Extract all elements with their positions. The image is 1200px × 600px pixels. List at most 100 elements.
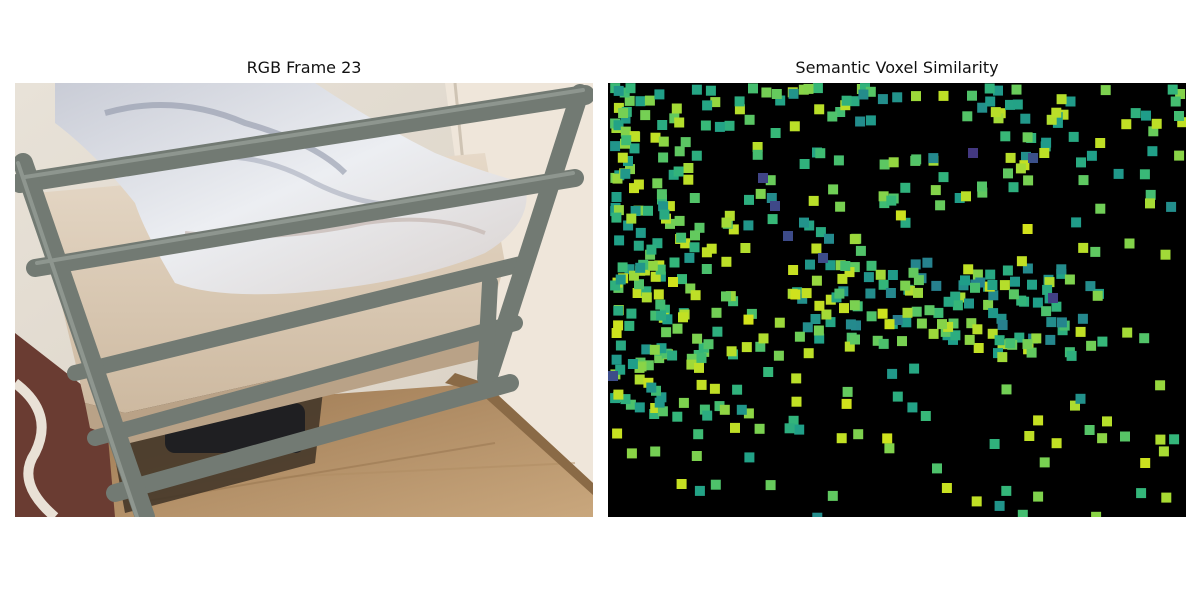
- voxel-point: [657, 120, 668, 130]
- voxel-point: [755, 188, 766, 199]
- voxel-point: [784, 423, 795, 434]
- voxel-point: [645, 249, 656, 260]
- voxel-point: [849, 300, 860, 311]
- voxel-point: [892, 92, 903, 103]
- voxel-point: [656, 392, 667, 403]
- voxel-point: [1155, 434, 1166, 445]
- voxel-point: [710, 97, 721, 108]
- voxel-point: [614, 235, 625, 246]
- voxel-point: [613, 85, 624, 96]
- voxel-point: [1086, 150, 1097, 161]
- voxel-point: [1160, 249, 1171, 260]
- voxel-point: [865, 115, 876, 126]
- voxel-point: [910, 259, 921, 270]
- voxel-point: [985, 269, 996, 280]
- voxel-point: [938, 172, 949, 183]
- voxel-point: [1023, 175, 1034, 186]
- voxel-point: [818, 253, 828, 263]
- voxel-point: [993, 113, 1004, 124]
- voxel-point: [661, 327, 672, 338]
- voxel-point: [1174, 111, 1184, 121]
- voxel-point: [620, 126, 631, 137]
- voxel-point: [1012, 99, 1023, 110]
- voxel-point: [814, 333, 825, 344]
- voxel-point: [1039, 148, 1050, 158]
- voxel-point: [887, 270, 898, 280]
- voxel-point: [1056, 94, 1067, 105]
- voxel-point: [1003, 168, 1013, 179]
- voxel-point: [613, 120, 624, 131]
- voxel-point: [691, 150, 702, 161]
- voxel-point: [672, 323, 683, 334]
- voxel-point: [841, 398, 852, 409]
- voxel-point: [770, 128, 781, 138]
- voxel-point: [694, 222, 705, 233]
- voxel-point: [1145, 198, 1155, 209]
- voxel-point: [721, 291, 731, 302]
- voxel-point: [752, 142, 763, 152]
- voxel-point: [799, 217, 809, 228]
- voxel-point: [665, 218, 675, 229]
- voxel-point: [1016, 295, 1027, 306]
- voxel-point: [941, 483, 952, 493]
- voxel-point: [680, 238, 691, 249]
- voxel-point: [626, 308, 637, 319]
- voxel-point: [714, 401, 725, 412]
- voxel-point: [683, 163, 694, 173]
- voxel-point: [714, 121, 725, 132]
- voxel-point: [839, 303, 849, 314]
- voxel-point: [703, 339, 714, 350]
- voxel-point: [1090, 246, 1101, 257]
- voxel-point: [1051, 301, 1062, 312]
- voxel-point: [650, 403, 661, 413]
- voxel-point: [895, 210, 906, 221]
- voxel-point: [813, 325, 824, 336]
- voxel-point: [626, 448, 637, 459]
- voxel-point: [866, 311, 877, 322]
- voxel-point: [1076, 157, 1086, 168]
- voxel-point: [913, 287, 923, 298]
- voxel-point: [1022, 132, 1033, 143]
- voxel-point: [1078, 242, 1089, 253]
- voxel-point: [1102, 416, 1112, 427]
- voxel-point: [1155, 380, 1166, 391]
- voxel-point: [709, 383, 720, 394]
- voxel-point: [615, 364, 626, 375]
- voxel-point: [902, 307, 913, 318]
- voxel-point: [1141, 110, 1151, 121]
- voxel-point: [696, 353, 707, 364]
- voxel-point: [1051, 438, 1062, 449]
- voxel-point: [657, 194, 667, 205]
- voxel-point: [611, 328, 622, 338]
- voxel-point: [866, 260, 877, 271]
- voxel-point: [634, 402, 645, 413]
- voxel-point: [620, 113, 631, 124]
- voxel-point: [1001, 384, 1012, 395]
- voxel-point: [775, 95, 786, 106]
- voxel-point: [702, 100, 713, 111]
- voxel-point: [620, 394, 631, 405]
- voxel-point: [825, 317, 836, 328]
- voxel-point: [677, 274, 687, 285]
- voxel-point: [943, 296, 954, 307]
- voxel-point: [696, 379, 707, 390]
- voxel-point: [629, 183, 639, 194]
- voxel-point: [617, 152, 628, 163]
- photo-bunk-bed-icon: [15, 83, 593, 517]
- voxel-point: [791, 373, 802, 384]
- voxel-point: [613, 102, 624, 113]
- voxel-point: [767, 214, 778, 225]
- voxel-point: [702, 410, 713, 421]
- voxel-point: [728, 296, 739, 307]
- voxel-point: [815, 148, 826, 159]
- voxel-point: [1051, 107, 1062, 118]
- voxel-point: [674, 117, 685, 128]
- voxel-point: [656, 189, 667, 200]
- voxel-point: [1026, 347, 1037, 358]
- voxel-point: [690, 230, 700, 241]
- voxel-point: [613, 305, 624, 316]
- voxel-point: [724, 210, 735, 221]
- voxel-point: [625, 399, 636, 410]
- voxel-point: [849, 234, 860, 245]
- voxel-point: [624, 264, 635, 275]
